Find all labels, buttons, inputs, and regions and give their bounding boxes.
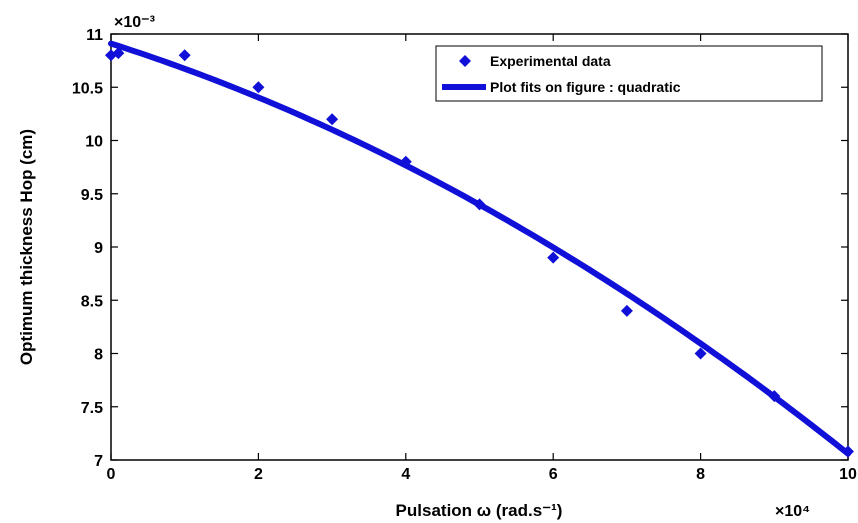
y-tick-label: 8.5: [81, 293, 103, 310]
legend-label-experimental: Experimental data: [490, 53, 611, 69]
legend-marker-diamond: [459, 55, 471, 67]
x-tick-label: 10: [839, 466, 857, 483]
y-tick-label: 9: [94, 240, 103, 257]
data-point-diamond: [252, 81, 265, 94]
data-point-diamond: [399, 155, 412, 168]
y-tick-label: 7.5: [81, 400, 103, 417]
y-axis-label: Optimum thickness Hop (cm): [17, 129, 36, 365]
legend-label-fit: Plot fits on figure : quadratic: [490, 79, 681, 95]
data-point-diamond: [768, 390, 781, 403]
x-tick-label: 0: [107, 466, 116, 483]
x-axis-label: Pulsation ω (rad.s⁻¹): [396, 501, 563, 520]
data-point-diamond: [326, 113, 339, 126]
x-tick-label: 8: [696, 466, 705, 483]
x-tick-label: 4: [401, 466, 410, 483]
data-point-diamond: [473, 198, 486, 211]
y-tick-label: 9.5: [81, 187, 103, 204]
plot-area: [110, 33, 849, 461]
y-tick-label: 10.5: [72, 80, 103, 97]
data-point-diamond: [112, 47, 125, 60]
axis-ticks: 0 2 4 6 8 10 7 7.5 8 8.5 9 9.5 10 10.5 11: [72, 27, 857, 483]
y-tick-label: 8: [94, 347, 103, 364]
data-point-diamond: [694, 347, 707, 360]
data-point-diamond: [547, 251, 560, 264]
data-point-diamond: [620, 304, 633, 317]
data-point-diamond: [178, 49, 191, 62]
y-tick-label: 7: [94, 453, 103, 470]
legend-box: [435, 45, 823, 102]
legend: Experimental data Plot fits on figure : …: [435, 45, 823, 102]
x-multiplier: ×10⁴: [775, 503, 810, 520]
marker-layer: [105, 47, 854, 458]
x-tick-label: 6: [549, 466, 558, 483]
y-tick-label: 10: [85, 134, 103, 151]
y-tick-label: 11: [86, 27, 103, 44]
data-point-diamond: [842, 445, 854, 458]
y-multiplier: ×10⁻³: [114, 14, 155, 31]
x-tick-label: 2: [254, 466, 263, 483]
